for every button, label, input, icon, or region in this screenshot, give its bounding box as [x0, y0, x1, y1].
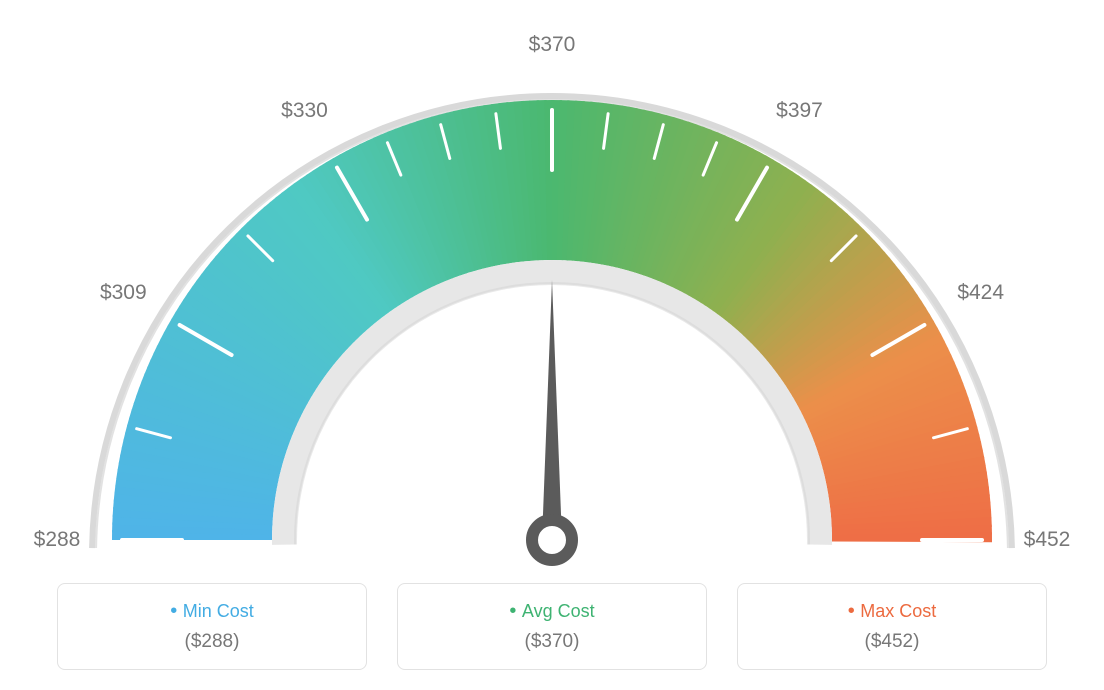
legend-card-avg: Avg Cost ($370) — [397, 583, 707, 670]
gauge-tick-label: $309 — [100, 281, 147, 305]
gauge-tick-label: $424 — [957, 281, 1004, 305]
cost-gauge-widget: $288 $309 $330 $370 $397 $424 $452 Min Cost ($… — [0, 0, 1104, 690]
gauge-tick-label: $288 — [34, 528, 81, 552]
legend-row: Min Cost ($288) Avg Cost ($370) Max Cost… — [0, 583, 1104, 670]
legend-value-min: ($288) — [68, 631, 356, 653]
gauge-tick-label: $452 — [1024, 528, 1071, 552]
legend-title-min: Min Cost — [68, 600, 356, 623]
legend-value-max: ($452) — [748, 631, 1036, 653]
legend-title-avg: Avg Cost — [408, 600, 696, 623]
gauge-tick-label: $370 — [529, 33, 576, 57]
gauge-svg — [0, 0, 1104, 580]
legend-card-min: Min Cost ($288) — [57, 583, 367, 670]
legend-value-avg: ($370) — [408, 631, 696, 653]
gauge-tick-label: $397 — [776, 99, 823, 123]
legend-title-max: Max Cost — [748, 600, 1036, 623]
gauge-tick-label: $330 — [281, 99, 328, 123]
gauge-chart: $288 $309 $330 $370 $397 $424 $452 — [0, 0, 1104, 580]
legend-card-max: Max Cost ($452) — [737, 583, 1047, 670]
